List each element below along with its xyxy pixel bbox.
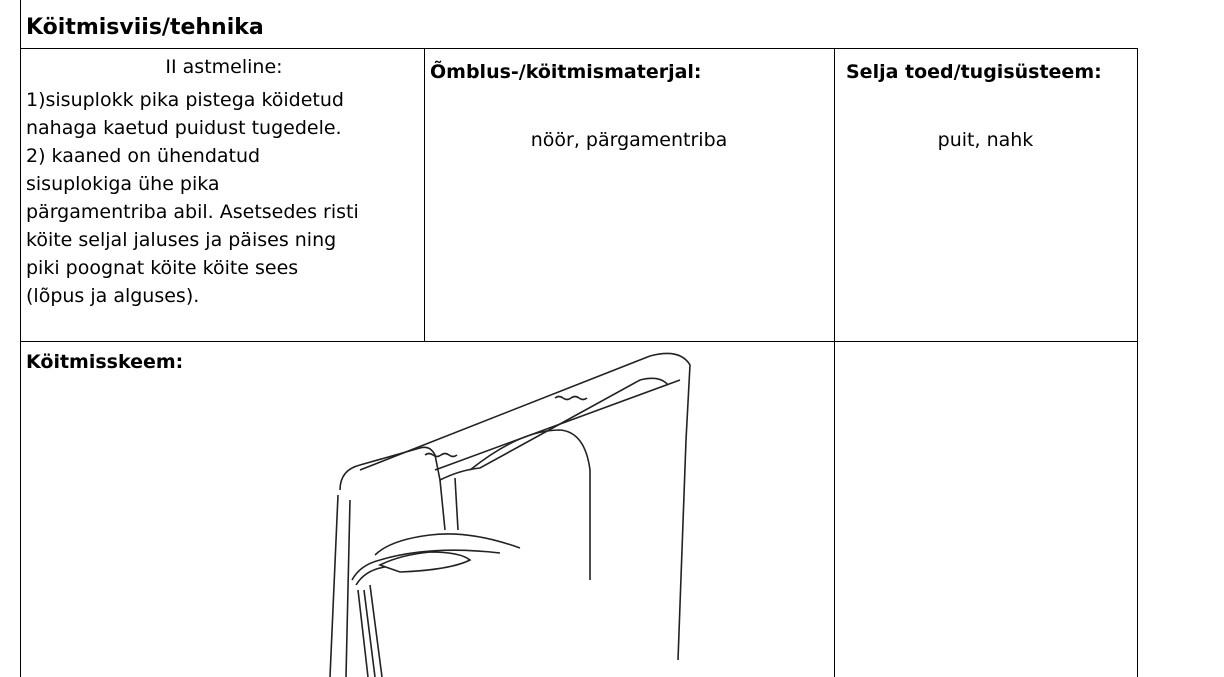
text-line: köite seljal jaluses ja päises ning <box>26 229 337 251</box>
border <box>1137 48 1138 677</box>
cell-label: Köitmisskeem: <box>26 351 184 373</box>
border <box>424 48 425 341</box>
section-title: Köitmisviis/tehnika <box>26 15 264 40</box>
text-line: 1)sisuplokk pika pistega köidetud <box>26 89 344 111</box>
text-line: 2) kaaned on ühendatud <box>26 145 261 167</box>
text-line: nahaga kaetud puidust tugedele. <box>26 117 342 139</box>
text-line: pärgamentriba abil. Asetsedes risti <box>26 201 359 223</box>
border <box>834 48 835 677</box>
cell-label: Õmblus-/köitmismaterjal: <box>430 61 702 83</box>
cell-value: puit, nahk <box>937 129 1034 151</box>
border <box>20 341 1138 342</box>
border <box>20 48 1138 49</box>
cell-heading: II astmeline: <box>165 56 283 78</box>
cell-value: nöör, pärgamentriba <box>530 129 728 151</box>
text-line: sisuplokiga ühe pika <box>26 173 220 195</box>
border <box>20 0 21 677</box>
text-line: piki poognat köite köite sees <box>26 257 299 279</box>
text-line: (lõpus ja alguses). <box>26 285 200 307</box>
cell-label: Selja toed/tugisüsteem: <box>846 61 1102 83</box>
